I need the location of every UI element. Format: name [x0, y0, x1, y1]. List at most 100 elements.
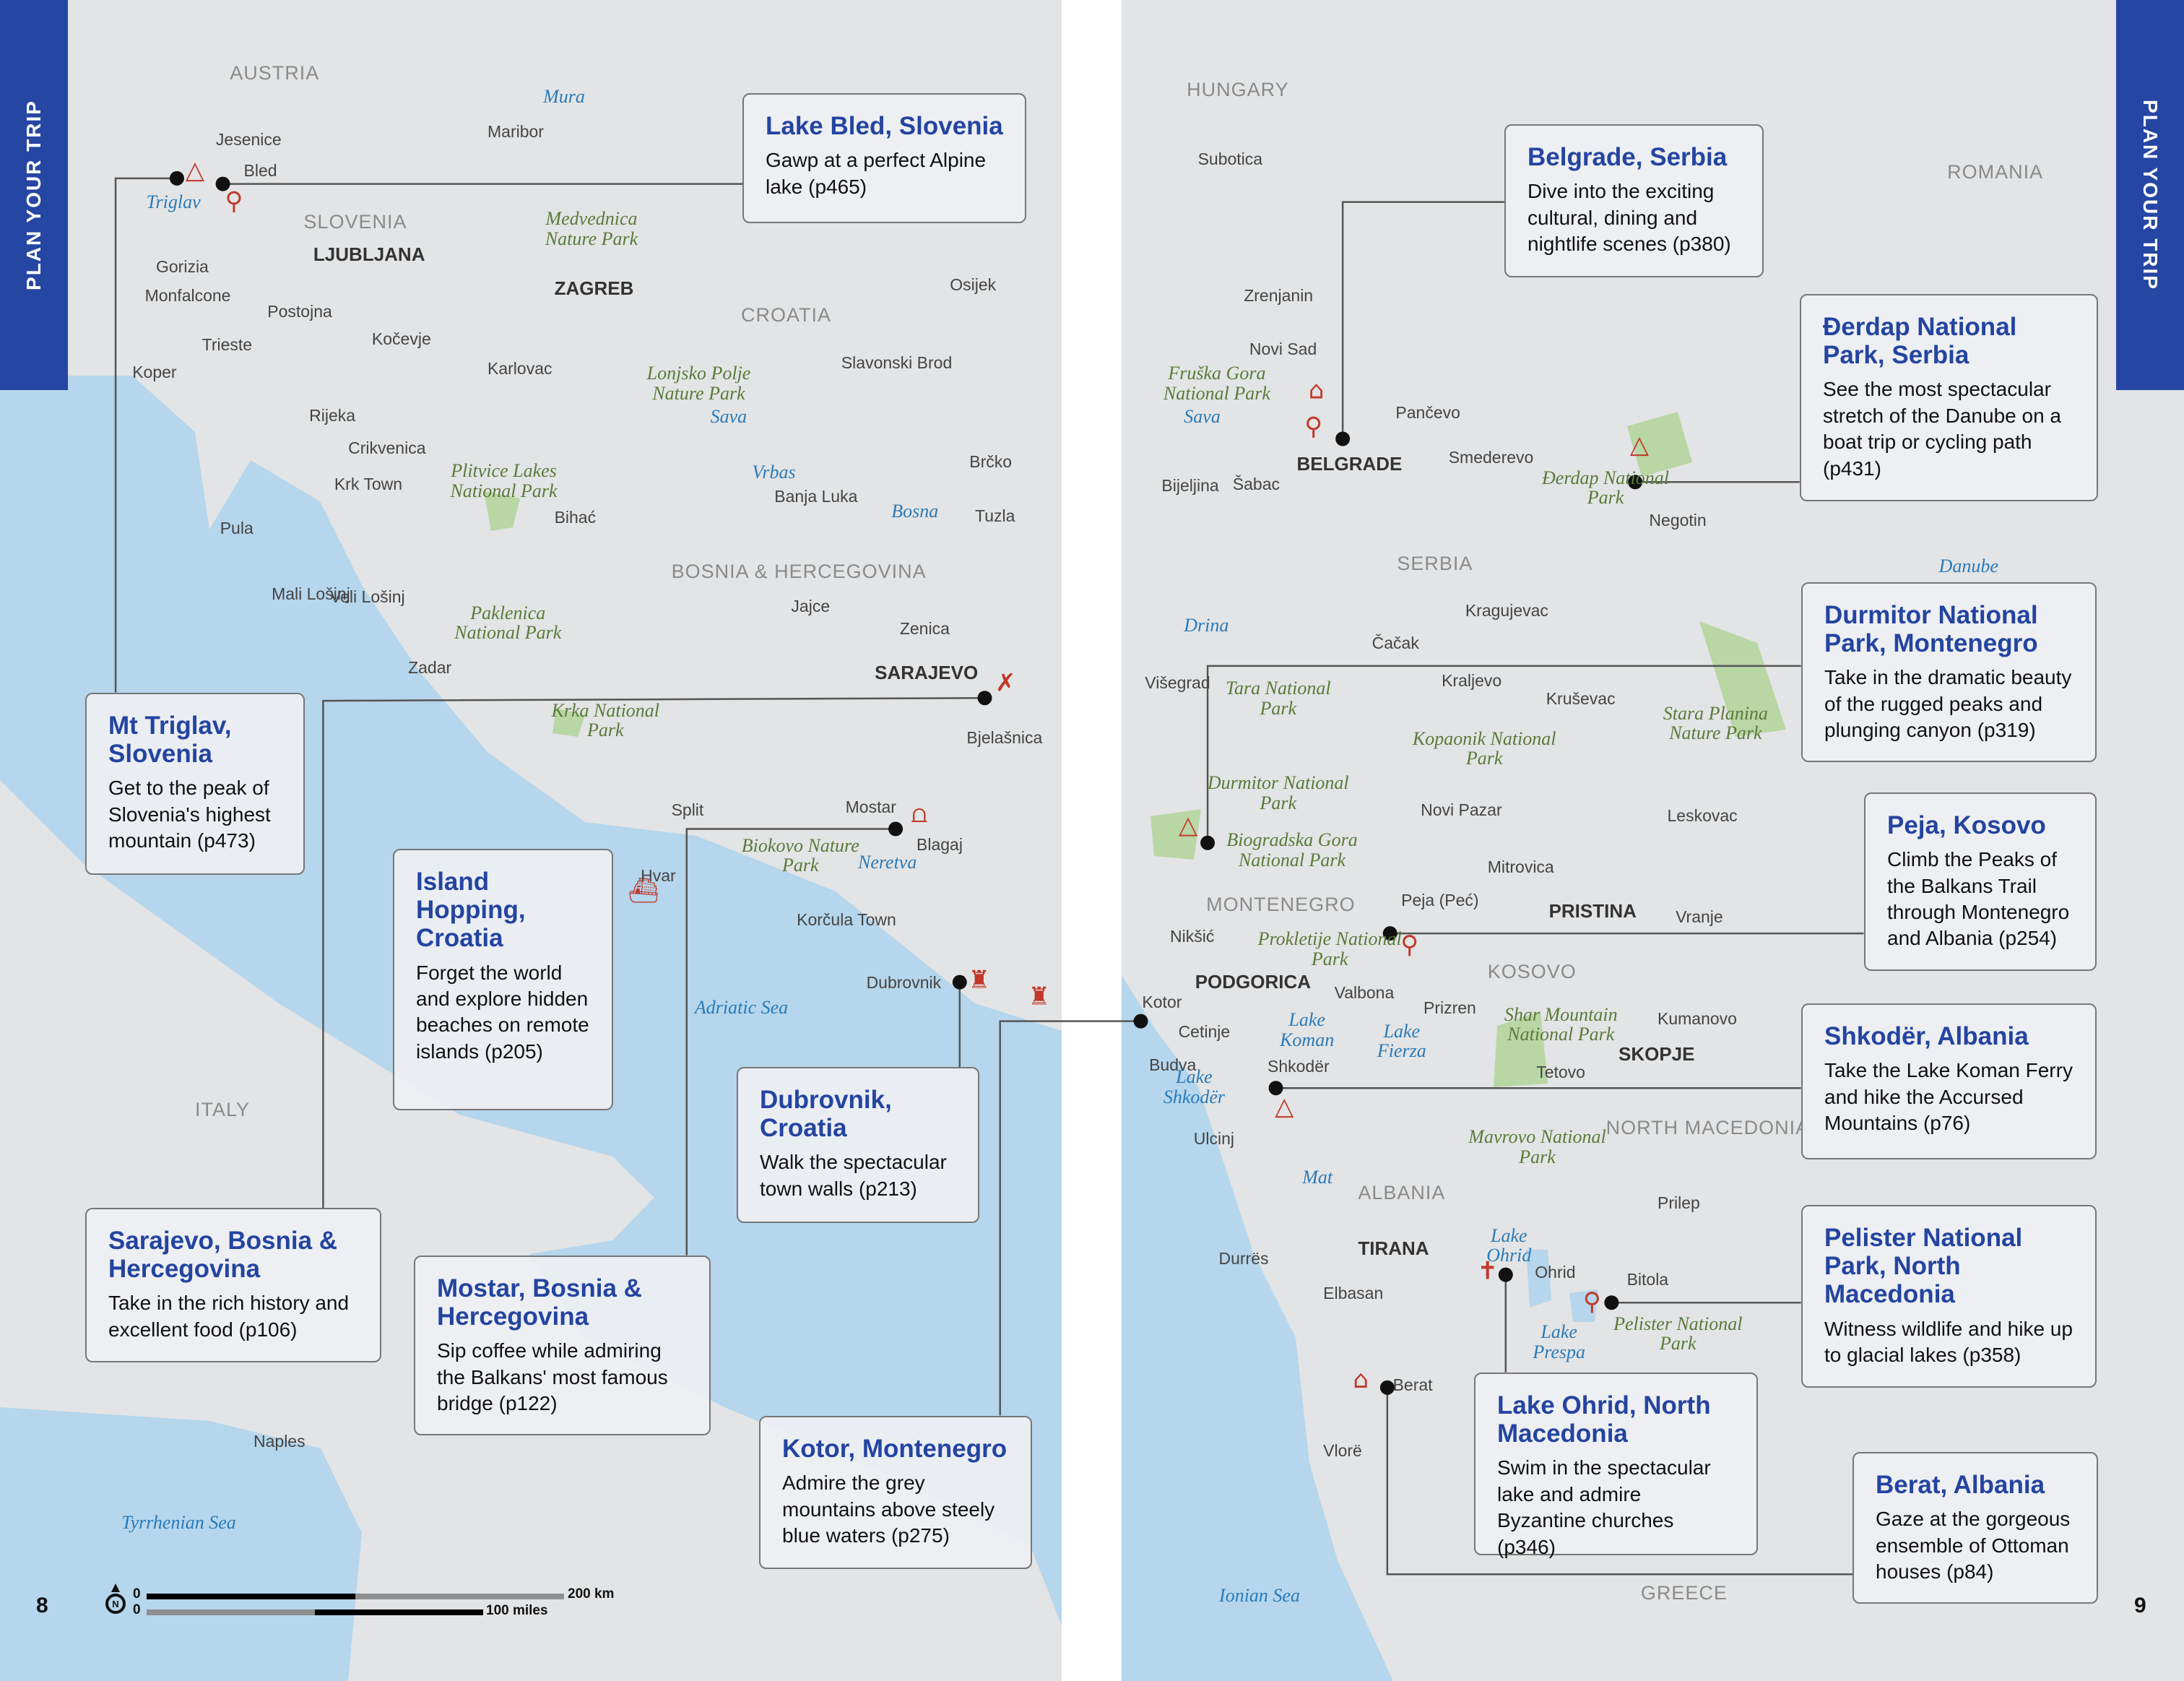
place-label-capital: BELGRADE	[1296, 452, 1403, 475]
place-label-river: Neretva	[858, 852, 917, 873]
callout-title: Berat, Albania	[1876, 1471, 2045, 1499]
leader-line	[685, 828, 896, 1256]
place-label-city: Monfalcone	[144, 286, 231, 306]
place-label-city: Postojna	[267, 301, 332, 321]
place-label-city: Maribor	[488, 121, 544, 141]
place-label-city: Bitola	[1626, 1269, 1669, 1289]
map-right-base	[1122, 412, 1786, 1681]
place-label-capital: PRISTINA	[1548, 899, 1637, 922]
place-label-city: Blagaj	[916, 835, 963, 855]
callout-box: Mostar, Bosnia & Hercegovina Sip coffee w…	[414, 1256, 711, 1435]
place-label-country: CROATIA	[741, 304, 832, 327]
callout-box: Island Hopping, Croatia Forget the world …	[393, 849, 613, 1110]
lake-ohrid	[1526, 1250, 1551, 1308]
place-label-park: Stara Planina Nature Park	[1663, 702, 1768, 744]
park-derdap	[1627, 412, 1692, 477]
section-tab-left: PLAN YOUR TRIP	[0, 0, 68, 390]
museum-icon: ⌂	[1353, 1365, 1369, 1394]
place-label-city: Durrës	[1218, 1248, 1269, 1268]
section-tab-label: PLAN YOUR TRIP	[2139, 100, 2162, 290]
hiking-icon: ⚲	[1583, 1287, 1601, 1316]
scale-mi-start: 0	[133, 1602, 141, 1617]
place-label-city: Mali Lošinj	[272, 584, 350, 603]
place-label-country: AUSTRIA	[230, 61, 320, 84]
callout-text: Walk the spectacular town walls (p213)	[760, 1151, 947, 1200]
callout-text: Forget the world and explore hidden beac…	[416, 961, 589, 1063]
place-label-country: SERBIA	[1397, 552, 1473, 574]
place-label-city: Korčula Town	[797, 910, 896, 930]
castle-icon: ♜	[1028, 982, 1049, 1011]
place-label-capital: SARAJEVO	[875, 662, 979, 683]
place-label-city: Smederevo	[1448, 448, 1534, 467]
place-label-capital: SKOPJE	[1618, 1043, 1695, 1066]
callout-text: See the most spectacular stretch of the …	[1823, 378, 2061, 480]
place-label-country: KOSOVO	[1487, 960, 1577, 982]
place-label-city: Shkodër	[1268, 1056, 1330, 1076]
location-marker	[1335, 431, 1351, 446]
place-label-lake: Lake Prespa	[1533, 1321, 1586, 1362]
section-tab-label: PLAN YOUR TRIP	[22, 100, 46, 290]
location-marker	[215, 176, 230, 191]
place-label-country: ROMANIA	[1947, 160, 2044, 183]
place-label-city: Kumanovo	[1658, 1009, 1737, 1029]
place-label-park: Plitvice Lakes National Park	[450, 460, 558, 501]
scale-km-start: 0	[133, 1586, 141, 1602]
place-label-lake: Lake Koman	[1280, 1009, 1335, 1050]
leader-line	[1341, 201, 1504, 439]
place-label-city: Kotor	[1142, 993, 1182, 1012]
location-marker	[1133, 1014, 1148, 1029]
place-label-park: Biogradska Gora National Park	[1226, 829, 1358, 870]
castle-icon: ♜	[968, 965, 990, 994]
place-label-country: ITALY	[195, 1098, 251, 1120]
place-label-city: Kraljevo	[1442, 670, 1502, 690]
place-label-lake: Lake Fierza	[1377, 1020, 1426, 1061]
location-marker	[1498, 1267, 1513, 1282]
hiking-icon: ⚲	[1304, 412, 1322, 441]
callout-title: Mostar, Bosnia & Hercegovina	[437, 1274, 642, 1331]
place-label-park: Prokletije National Park	[1257, 928, 1402, 969]
place-label-lake: Lake Shkodër	[1163, 1066, 1226, 1107]
place-label-city: Brčko	[969, 451, 1013, 471]
callout-text: Sip coffee while admiring the Balkans' m…	[437, 1339, 668, 1415]
place-label-country: HUNGARY	[1187, 78, 1289, 100]
callout-title: Đerdap National Park, Serbia	[1823, 313, 2017, 370]
place-label-city: Split	[671, 800, 704, 819]
callout-box: Sarajevo, Bosnia & Hercegovina Take in th…	[85, 1208, 381, 1362]
place-label-river: Danube	[1938, 555, 1998, 576]
location-marker	[1604, 1295, 1619, 1310]
scale-mi-end: 100 miles	[486, 1603, 548, 1618]
place-label-city: Čačak	[1372, 633, 1419, 652]
callout-box: Berat, Albania Gaze at the gorgeous ensem…	[1852, 1452, 2098, 1604]
location-marker	[169, 170, 184, 186]
park-krka	[552, 708, 585, 737]
location-marker	[1200, 835, 1216, 850]
north-arrow-icon: N	[105, 1583, 126, 1614]
leader-line	[114, 177, 177, 693]
place-label-city: Hvar	[641, 865, 676, 885]
place-label-city: Bled	[243, 160, 277, 180]
location-marker	[1268, 1081, 1283, 1096]
place-label-city: Jajce	[791, 597, 831, 616]
place-label-park: Durmitor National Park	[1207, 772, 1349, 813]
place-label-city: Tuzla	[975, 506, 1015, 525]
place-label-sea: Adriatic Sea	[694, 996, 789, 1018]
place-label-city: Šabac	[1232, 474, 1280, 493]
callout-text: Swim in the spectacular lake and admire …	[1497, 1456, 1711, 1558]
place-label-river: Mat	[1302, 1167, 1333, 1188]
place-label-park: Fruška Gora National Park	[1163, 363, 1270, 404]
hiking-icon: ⚲	[225, 186, 243, 215]
place-label-city: Peja (Peć)	[1401, 891, 1479, 910]
bridge-icon: ⩍	[911, 800, 927, 829]
scale-km-end: 200 km	[568, 1586, 615, 1602]
place-label-city: Gorizia	[156, 256, 209, 276]
mountain-icon: △	[186, 156, 205, 185]
callout-box: Pelister National Park, North Macedonia W…	[1801, 1205, 2097, 1388]
park-durmitor	[1150, 809, 1201, 860]
callout-title: Island Hopping, Croatia	[416, 868, 526, 953]
place-label-country: NORTH MACEDONIA	[1606, 1116, 1810, 1138]
place-label-river: Sava	[710, 406, 748, 428]
leader-line	[999, 1020, 1141, 1416]
callout-title: Belgrade, Serbia	[1528, 143, 1728, 171]
place-label-city: Bijeljina	[1161, 475, 1219, 495]
place-label-city: Kočevje	[371, 329, 431, 349]
